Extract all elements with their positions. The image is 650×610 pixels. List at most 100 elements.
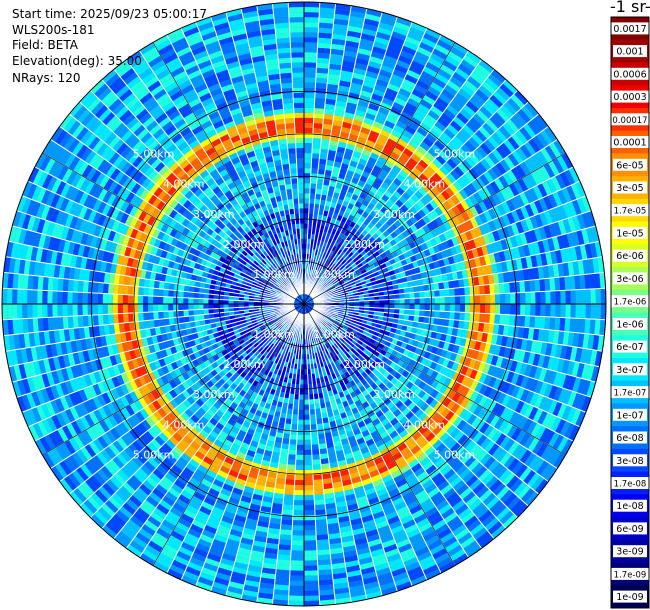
- range-gate-cell: [304, 127, 314, 134]
- range-gate-cell: [389, 181, 399, 191]
- range-gate-cell: [533, 199, 544, 214]
- range-gate-cell: [324, 286, 330, 291]
- range-gate-cell: [519, 126, 532, 142]
- range-gate-cell: [283, 102, 294, 109]
- range-gate-cell: [493, 251, 501, 264]
- range-gate-cell: [401, 45, 417, 56]
- range-gate-cell: [474, 257, 482, 268]
- range-gate-cell: [428, 246, 436, 256]
- range-gate-cell: [511, 133, 524, 148]
- range-gate-cell: [188, 304, 194, 311]
- range-gate-cell: [367, 156, 378, 165]
- range-gate-cell: [344, 148, 354, 156]
- range-gate-cell: [374, 296, 380, 301]
- range-gate-cell: [557, 204, 568, 220]
- range-gate-cell: [363, 75, 378, 84]
- range-gate-cell: [342, 253, 348, 260]
- range-gate-cell: [378, 22, 395, 32]
- range-gate-cell: [293, 107, 304, 113]
- range-gate-cell: [432, 172, 443, 183]
- range-gate-cell: [405, 188, 415, 198]
- range-gate-cell: [339, 238, 346, 245]
- range-gate-cell: [343, 195, 352, 203]
- range-gate-cell: [289, 27, 304, 33]
- range-gate-cell: [327, 78, 340, 86]
- range-gate-cell: [469, 217, 479, 229]
- range-gate-cell: [349, 10, 366, 19]
- range-gate-cell: [409, 298, 415, 304]
- range-gate-cell: [77, 315, 84, 328]
- range-gate-cell: [485, 98, 500, 112]
- range-gate-cell: [569, 246, 578, 262]
- range-gate-cell: [358, 256, 366, 263]
- range-gate-cell: [316, 277, 321, 283]
- range-gate-cell: [487, 135, 500, 149]
- range-gate-cell: [349, 160, 359, 168]
- range-gate-cell: [487, 152, 500, 165]
- range-gate-cell: [480, 158, 492, 171]
- range-gate-cell: [366, 65, 381, 75]
- range-gate-cell: [319, 204, 325, 211]
- range-gate-cell: [508, 183, 520, 197]
- range-gate-cell: [386, 45, 402, 55]
- range-gate-cell: [309, 302, 314, 304]
- range-gate-cell: [599, 272, 606, 289]
- range-gate-cell: [454, 262, 462, 272]
- range-gate-cell: [308, 299, 314, 303]
- range-gate-cell: [430, 219, 440, 229]
- range-gate-cell: [515, 207, 525, 221]
- range-gate-cell: [307, 296, 311, 301]
- range-gate-cell: [336, 249, 343, 256]
- range-gate-cell: [112, 294, 118, 304]
- range-gate-cell: [547, 264, 555, 279]
- range-gate-cell: [348, 15, 365, 24]
- range-gate-cell: [342, 240, 349, 247]
- range-gate-cell: [426, 231, 435, 240]
- range-gate-cell: [320, 194, 327, 201]
- range-gate-cell: [515, 221, 525, 234]
- range-gate-cell: [492, 111, 506, 126]
- range-gate-cell: [395, 272, 402, 280]
- range-gate-cell: [329, 256, 335, 262]
- range-gate-cell: [496, 262, 503, 274]
- range-gate-cell: [559, 276, 566, 291]
- range-gate-cell: [381, 97, 395, 107]
- range-gate-cell: [304, 37, 318, 43]
- range-gate-cell: [328, 244, 334, 251]
- range-gate-cell: [363, 117, 375, 126]
- range-gate-cell: [92, 292, 98, 304]
- range-gate-cell: [369, 56, 384, 65]
- range-gate-cell: [158, 281, 165, 290]
- range-gate-cell: [138, 312, 144, 322]
- range-gate-cell: [442, 59, 458, 72]
- range-gate-cell: [347, 25, 363, 34]
- range-gate-cell: [473, 237, 482, 248]
- range-gate-cell: [203, 304, 209, 310]
- range-gate-cell: [347, 276, 354, 282]
- range-gate-cell: [280, 77, 293, 84]
- range-gate-cell: [306, 295, 310, 300]
- range-gate-cell: [392, 284, 399, 290]
- range-gate-cell: [438, 92, 452, 105]
- range-gate-cell: [456, 224, 465, 235]
- range-gate-cell: [485, 183, 496, 196]
- range-gate-cell: [327, 281, 333, 287]
- range-gate-cell: [411, 167, 422, 177]
- range-gate-cell: [446, 172, 457, 184]
- range-gate-cell: [474, 203, 484, 215]
- range-gate-cell: [434, 43, 450, 56]
- range-gate-cell: [324, 200, 332, 207]
- range-gate-cell: [304, 62, 317, 68]
- range-gate-cell: [564, 169, 576, 186]
- range-gate-cell: [289, 163, 297, 169]
- range-gate-cell: [452, 254, 460, 264]
- range-gate-cell: [346, 97, 359, 105]
- range-gate-cell: [454, 295, 461, 304]
- range-gate-cell: [356, 136, 368, 145]
- range-gate-cell: [486, 264, 493, 275]
- range-gate-cell: [416, 258, 424, 267]
- range-gate-cell: [342, 247, 349, 254]
- range-gate-cell: [600, 288, 607, 304]
- range-gate-cell: [326, 260, 332, 266]
- range-gate-cell: [316, 67, 329, 74]
